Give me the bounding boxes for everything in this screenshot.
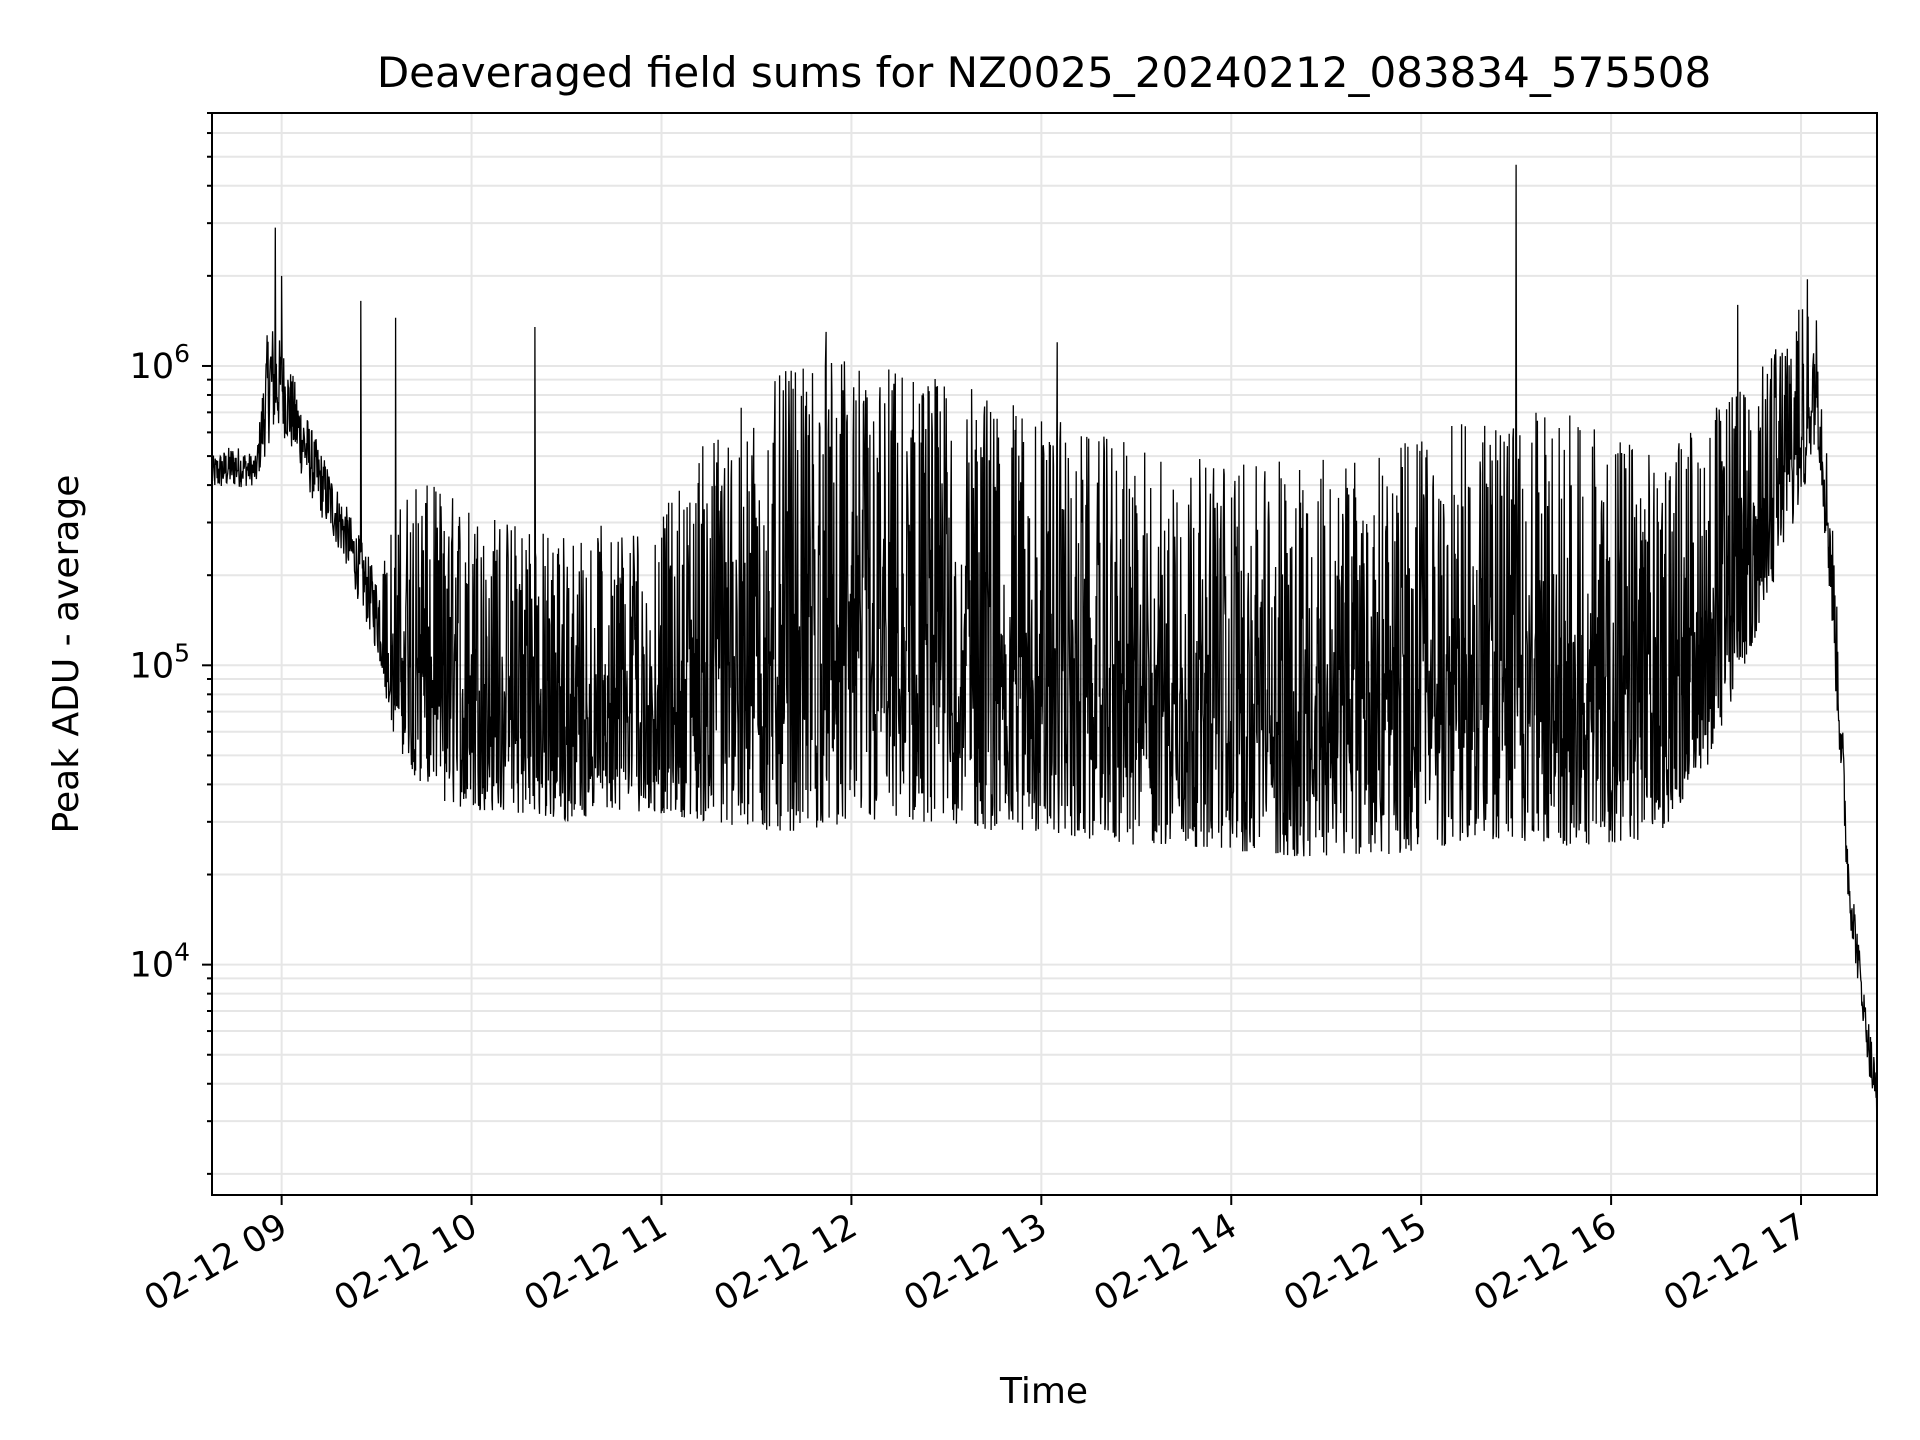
y-tick-label: 106 xyxy=(130,339,190,387)
plot-frame xyxy=(211,112,1878,1196)
y-tick-layer: 104 105 106 xyxy=(130,112,212,1175)
series-line xyxy=(211,164,1878,1144)
grid-layer xyxy=(212,112,1877,1195)
y-tick-label: 105 xyxy=(130,638,190,686)
series-layer xyxy=(211,164,1878,1144)
y-axis-label: Peak ADU - average xyxy=(46,475,87,834)
x-axis-label: Time xyxy=(999,1371,1088,1412)
y-tick-label: 104 xyxy=(130,938,190,986)
chart-title: Deaveraged field sums for NZ0025_2024021… xyxy=(377,48,1711,97)
